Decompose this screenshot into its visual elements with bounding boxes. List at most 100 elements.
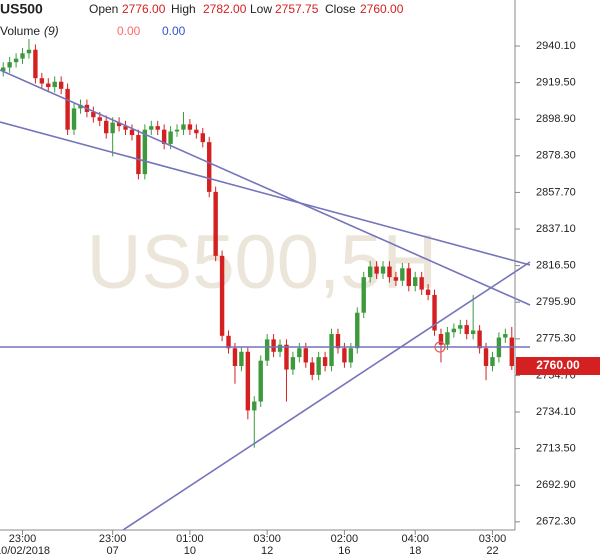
- y-tick-label: 2795.90: [536, 296, 576, 308]
- volume-value: 0.00: [162, 24, 186, 38]
- candle-body: [277, 344, 283, 352]
- candle-body: [239, 351, 244, 367]
- candle-body: [393, 277, 399, 281]
- candle-body: [1, 67, 6, 72]
- candle-body: [181, 124, 186, 130]
- y-tick-label: 2919.50: [536, 77, 576, 89]
- candle-body: [252, 401, 257, 411]
- candle-body: [303, 348, 308, 363]
- open-label: Open: [89, 2, 118, 16]
- candle-body: [438, 334, 444, 345]
- candle-body: [464, 325, 469, 335]
- candle-body: [142, 129, 148, 175]
- y-tick-label: 2857.70: [536, 186, 576, 198]
- candle-body: [367, 266, 373, 278]
- y-tick-label: 2672.30: [536, 516, 576, 528]
- y-tick-label: 2713.50: [536, 443, 576, 455]
- candle-body: [136, 135, 141, 175]
- candle-body: [335, 334, 341, 349]
- x-tick-sublabel: 18: [409, 545, 421, 557]
- trend-line: [0, 69, 531, 306]
- candle-body: [413, 277, 418, 287]
- candle-body: [187, 124, 193, 130]
- candle-body: [322, 357, 328, 367]
- candle-body: [380, 266, 386, 274]
- x-tick-label: 03:00: [253, 533, 281, 545]
- x-tick-sublabel: 16: [338, 545, 350, 557]
- close-value: 2760.00: [360, 2, 404, 16]
- candle-body: [52, 81, 57, 88]
- candle-body: [284, 344, 289, 370]
- candle-body: [348, 348, 354, 363]
- candle-body: [26, 49, 32, 54]
- candle-body: [400, 268, 405, 281]
- candle-body: [458, 325, 463, 329]
- candle-body: [387, 266, 392, 278]
- candle-body: [258, 360, 263, 402]
- trend-lines: [0, 69, 531, 531]
- candle-body: [290, 357, 296, 370]
- symbol: US500: [0, 1, 43, 17]
- candle-body: [483, 348, 489, 367]
- x-tick-label: 23:00: [99, 533, 127, 545]
- low-label: Low: [250, 2, 272, 16]
- candle-body: [361, 277, 366, 313]
- candle-body: [207, 142, 212, 192]
- candle-body: [406, 268, 411, 287]
- high-value: 2782.00: [203, 2, 247, 16]
- y-tick-label: 2692.90: [536, 479, 576, 491]
- x-tick-sublabel: 10: [184, 545, 196, 557]
- x-tick-label: 02:00: [331, 533, 359, 545]
- x-tick-label: 03:00: [479, 533, 507, 545]
- candle-body: [91, 111, 96, 118]
- candle-body: [168, 131, 173, 144]
- y-tick-label: 2878.30: [536, 150, 576, 162]
- x-tick-label: 01:00: [176, 533, 204, 545]
- candle-body: [129, 129, 135, 136]
- candle-body: [7, 62, 12, 68]
- y-tick-label: 2898.90: [536, 113, 576, 125]
- candle-body: [232, 348, 238, 367]
- y-tick-label: 2775.30: [536, 333, 576, 345]
- watermark: US500,5H: [87, 220, 438, 305]
- candle-body: [71, 108, 77, 130]
- low-value: 2757.75: [275, 2, 319, 16]
- candle-body: [245, 351, 251, 411]
- volume-value: 0.00: [117, 24, 141, 38]
- candle-body: [104, 120, 109, 134]
- candle-body: [123, 126, 128, 130]
- y-tick-label: 2940.10: [536, 40, 576, 52]
- x-tick-label: 04:00: [401, 533, 429, 545]
- candle-body: [155, 126, 160, 130]
- candle-body: [503, 334, 508, 338]
- candle-body: [78, 104, 83, 109]
- candle-body: [297, 348, 302, 358]
- candle-body: [374, 266, 379, 274]
- candle-body: [161, 129, 167, 144]
- candle-body: [226, 335, 231, 349]
- candle-body: [451, 328, 457, 333]
- high-label: High: [171, 2, 196, 16]
- volume-label: Volume: [0, 24, 40, 38]
- candle-body: [20, 53, 25, 59]
- candle-body: [432, 294, 437, 331]
- x-tick-label: 23:00: [9, 533, 37, 545]
- trend-line: [0, 121, 531, 266]
- price-tag: [516, 357, 600, 376]
- candle-body: [329, 334, 334, 367]
- candle-body: [425, 289, 431, 295]
- candle-body: [13, 58, 19, 63]
- candle-body: [470, 330, 476, 335]
- candle-body: [271, 339, 276, 352]
- volume-period: (9): [44, 24, 59, 38]
- x-tick-sublabel: 12: [261, 545, 273, 557]
- candle-body: [194, 129, 199, 134]
- candle-body: [58, 81, 64, 89]
- x-tick-sublabel: 22: [486, 545, 498, 557]
- y-tick-label: 2734.10: [536, 406, 576, 418]
- trend-line: [122, 261, 531, 531]
- candle-body: [477, 330, 482, 349]
- candle-body: [97, 117, 102, 121]
